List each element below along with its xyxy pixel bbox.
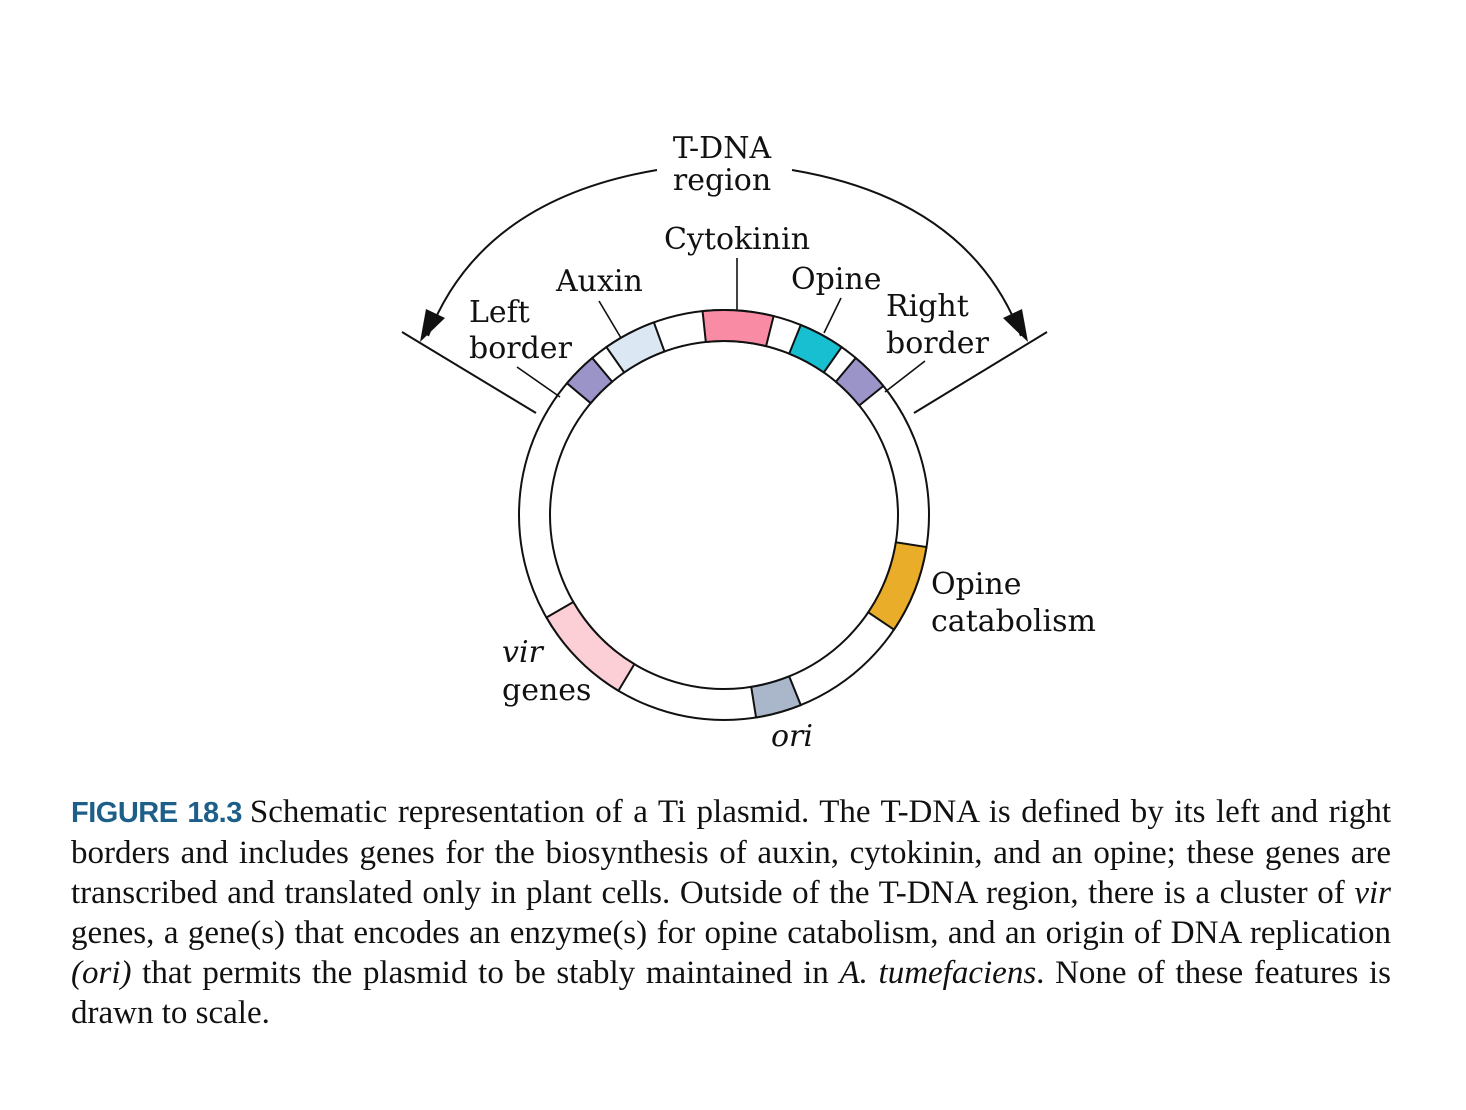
tdna-left-arc bbox=[427, 169, 658, 337]
left-border-label-line1: Left bbox=[469, 295, 530, 330]
plasmid-ring bbox=[518, 309, 930, 721]
ori-label: ori bbox=[771, 719, 813, 754]
left-border-label-line2: border bbox=[469, 331, 573, 366]
caption-text-part3: that permits the plasmid to be stably ma… bbox=[131, 955, 840, 991]
figure-label: FIGURE 18.3 bbox=[71, 797, 242, 829]
caption-text-part2: genes, a gene(s) that encodes an enzyme(… bbox=[71, 915, 1391, 951]
vir-genes-segment bbox=[545, 600, 636, 693]
caption-ori-italic: (ori) bbox=[71, 955, 132, 991]
caption-species-italic: A. tumefaciens bbox=[839, 955, 1037, 991]
right-arrowhead-icon bbox=[1003, 309, 1028, 342]
tdna-region-label-line2: region bbox=[673, 163, 771, 198]
right-border-label-line2: border bbox=[886, 326, 990, 361]
cytokinin-label: Cytokinin bbox=[664, 222, 810, 257]
cytokinin-segment bbox=[701, 309, 775, 348]
opine-catabolism-label-line1: Opine bbox=[931, 567, 1021, 602]
opine-catabolism-label-line2: catabolism bbox=[931, 604, 1096, 639]
left-border-leader bbox=[516, 366, 561, 398]
opine-catabolism-segment bbox=[866, 541, 928, 632]
auxin-leader bbox=[598, 300, 622, 339]
right-border-segment bbox=[834, 356, 885, 407]
ti-plasmid-diagram: T-DNA region Cytokinin Auxin Opine Left … bbox=[401, 131, 1096, 754]
tdna-region-label-line1: T-DNA bbox=[673, 131, 772, 166]
tdna-right-arc bbox=[791, 169, 1022, 337]
left-arrowhead-icon bbox=[420, 309, 445, 342]
caption-text-part4: . None of these features is drawn to sca… bbox=[71, 955, 1391, 1031]
auxin-label: Auxin bbox=[555, 264, 643, 299]
opine-leader bbox=[823, 297, 842, 334]
figure-caption: FIGURE 18.3 Schematic representation of a… bbox=[71, 792, 1391, 1033]
right-border-leader bbox=[884, 360, 926, 393]
right-border-label-line1: Right bbox=[886, 289, 969, 324]
ori-segment bbox=[750, 675, 803, 719]
left-border-segment bbox=[565, 356, 614, 405]
vir-label-italic: vir bbox=[502, 635, 545, 670]
vir-genes-label-word: genes bbox=[502, 673, 591, 708]
opine-segment bbox=[787, 323, 843, 374]
caption-text-part1: Schematic representation of a Ti plasmid… bbox=[71, 794, 1391, 911]
caption-vir-italic: vir bbox=[1354, 875, 1391, 911]
opine-label: Opine bbox=[791, 262, 881, 297]
left-tdna-bracket-line bbox=[401, 331, 537, 414]
right-tdna-bracket-line bbox=[913, 331, 1048, 414]
